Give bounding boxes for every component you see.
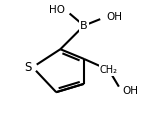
Text: S: S [24, 61, 31, 74]
Text: OH: OH [106, 12, 122, 22]
Text: B: B [80, 21, 88, 31]
Text: HO: HO [49, 5, 65, 15]
Text: CH₂: CH₂ [100, 65, 118, 75]
Text: OH: OH [123, 86, 139, 96]
